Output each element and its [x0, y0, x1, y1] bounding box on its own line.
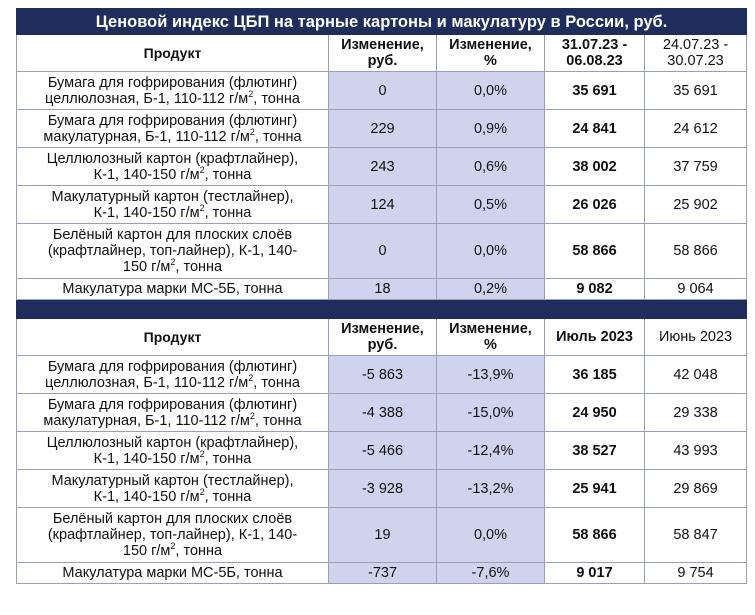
change-rub-value: 19: [328, 507, 437, 563]
table-row: Бумага для гофрирования (флютинг) целлюло…: [16, 71, 748, 110]
product-name: Целлюлозный картон (крафтлайнер), К-1, 14…: [16, 431, 329, 470]
change-pct-value: 0,0%: [436, 507, 545, 563]
change-rub-value: -737: [328, 562, 437, 584]
header-change-pct: Изменение, %: [436, 34, 545, 72]
change-pct-value: -15,0%: [436, 393, 545, 432]
table-row: Макулатурный картон (тестлайнер), К-1, 14…: [16, 185, 748, 224]
product-name: Бумага для гофрирования (флютинг) целлюло…: [16, 355, 329, 394]
product-name: Бумага для гофрирования (флютинг) макулат…: [16, 393, 329, 432]
table-row: Целлюлозный картон (крафтлайнер), К-1, 14…: [16, 431, 748, 470]
change-rub-value: -5 466: [328, 431, 437, 470]
current-price: 58 866: [544, 507, 645, 563]
current-price: 38 002: [544, 147, 645, 186]
change-pct-value: 0,2%: [436, 278, 545, 300]
product-name: Макулатурный картон (тестлайнер), К-1, 14…: [16, 185, 329, 224]
table-row: Бумага для гофрирования (флютинг) макулат…: [16, 393, 748, 432]
current-price: 9 082: [544, 278, 645, 300]
previous-price: 9 754: [643, 562, 748, 584]
change-rub-value: -5 863: [328, 355, 437, 394]
product-name: Бумага для гофрирования (флютинг) макулат…: [16, 109, 329, 148]
header-row-monthly: Продукт Изменение, руб. Изменение, % Июл…: [16, 318, 748, 356]
change-pct-value: -12,4%: [436, 431, 545, 470]
previous-price: 43 993: [643, 431, 748, 470]
product-name: Белёный картон для плоских слоёв (крафтла…: [16, 223, 329, 279]
table-row: Макулатурный картон (тестлайнер), К-1, 14…: [16, 469, 748, 508]
current-price: 25 941: [544, 469, 645, 508]
change-rub-value: 229: [328, 109, 437, 148]
current-price: 24 841: [544, 109, 645, 148]
previous-price: 9 064: [643, 278, 748, 300]
table-row: Бумага для гофрирования (флютинг) целлюло…: [16, 355, 748, 394]
change-pct-value: 0,6%: [436, 147, 545, 186]
header-previous-period: 24.07.23 - 30.07.23: [643, 34, 748, 72]
change-pct-value: -13,9%: [436, 355, 545, 394]
product-name: Белёный картон для плоских слоёв (крафтла…: [16, 507, 329, 563]
change-rub-value: 0: [328, 223, 437, 279]
table-row: Макулатура марки МС-5Б, тонна 18 0,2% 9 …: [16, 278, 748, 300]
change-rub-value: 243: [328, 147, 437, 186]
change-rub-value: 18: [328, 278, 437, 300]
price-index-document: Ценовой индекс ЦБП на тарные картоны и м…: [15, 8, 748, 584]
change-pct-value: 0,0%: [436, 71, 545, 110]
previous-price: 42 048: [643, 355, 748, 394]
current-price: 26 026: [544, 185, 645, 224]
current-price: 36 185: [544, 355, 645, 394]
previous-price: 58 847: [643, 507, 748, 563]
previous-price: 35 691: [643, 71, 748, 110]
current-price: 58 866: [544, 223, 645, 279]
current-price: 24 950: [544, 393, 645, 432]
table-title: Ценовой индекс ЦБП на тарные картоны и м…: [15, 8, 748, 35]
previous-price: 37 759: [643, 147, 748, 186]
header-row-weekly: Продукт Изменение, руб. Изменение, % 31.…: [16, 34, 748, 72]
header-change-rub: Изменение, руб.: [328, 318, 437, 356]
table-row: Целлюлозный картон (крафтлайнер), К-1, 14…: [16, 147, 748, 186]
change-pct-value: 0,9%: [436, 109, 545, 148]
current-price: 38 527: [544, 431, 645, 470]
header-product: Продукт: [16, 34, 329, 72]
header-current-period: 31.07.23 - 06.08.23: [544, 34, 645, 72]
table-row: Белёный картон для плоских слоёв (крафтла…: [16, 507, 748, 563]
price-index-table: Ценовой индекс ЦБП на тарные картоны и м…: [15, 8, 748, 584]
change-pct-value: -13,2%: [436, 469, 545, 508]
table-row: Белёный картон для плоских слоёв (крафтла…: [16, 223, 748, 279]
product-name: Макулатура марки МС-5Б, тонна: [16, 278, 329, 300]
header-change-rub: Изменение, руб.: [328, 34, 437, 72]
change-pct-value: -7,6%: [436, 562, 545, 584]
header-change-pct: Изменение, %: [436, 318, 545, 356]
product-name: Бумага для гофрирования (флютинг) целлюло…: [16, 71, 329, 110]
product-name: Макулатура марки МС-5Б, тонна: [16, 562, 329, 584]
change-rub-value: -3 928: [328, 469, 437, 508]
product-name: Целлюлозный картон (крафтлайнер), К-1, 14…: [16, 147, 329, 186]
change-rub-value: -4 388: [328, 393, 437, 432]
change-pct-value: 0,5%: [436, 185, 545, 224]
previous-price: 29 338: [643, 393, 748, 432]
product-name: Макулатурный картон (тестлайнер), К-1, 14…: [16, 469, 329, 508]
current-price: 35 691: [544, 71, 645, 110]
header-product: Продукт: [16, 318, 329, 356]
header-current-period: Июль 2023: [544, 318, 645, 356]
change-rub-value: 124: [328, 185, 437, 224]
previous-price: 24 612: [643, 109, 748, 148]
change-pct-value: 0,0%: [436, 223, 545, 279]
previous-price: 25 902: [643, 185, 748, 224]
table-row: Бумага для гофрирования (флютинг) макулат…: [16, 109, 748, 148]
previous-price: 29 869: [643, 469, 748, 508]
header-previous-period: Июнь 2023: [643, 318, 748, 356]
change-rub-value: 0: [328, 71, 437, 110]
previous-price: 58 866: [643, 223, 748, 279]
table-row: Макулатура марки МС-5Б, тонна -737 -7,6%…: [16, 562, 748, 584]
current-price: 9 017: [544, 562, 645, 584]
section-divider: [15, 299, 748, 319]
